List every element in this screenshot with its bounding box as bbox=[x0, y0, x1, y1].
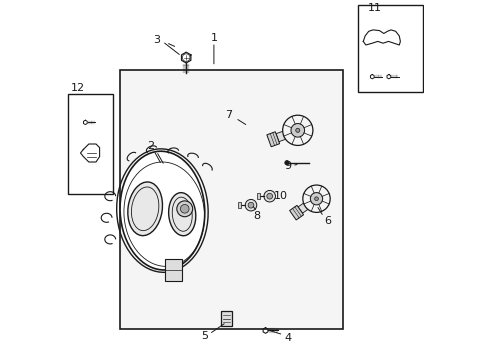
Circle shape bbox=[302, 185, 329, 212]
Text: 10: 10 bbox=[273, 191, 287, 201]
Text: 7: 7 bbox=[224, 110, 231, 120]
Text: 11: 11 bbox=[367, 3, 381, 13]
Bar bbox=[257, 193, 260, 199]
Ellipse shape bbox=[168, 193, 195, 236]
Circle shape bbox=[295, 128, 299, 132]
Circle shape bbox=[314, 197, 318, 201]
Circle shape bbox=[266, 193, 272, 199]
Circle shape bbox=[177, 201, 192, 217]
Polygon shape bbox=[289, 205, 303, 220]
Circle shape bbox=[180, 204, 189, 213]
Bar bbox=[165, 259, 181, 281]
Circle shape bbox=[290, 123, 304, 137]
Text: 5: 5 bbox=[201, 330, 208, 341]
Text: 2: 2 bbox=[147, 141, 154, 151]
Bar bbox=[238, 202, 241, 208]
Bar bbox=[68, 94, 113, 194]
Text: 8: 8 bbox=[253, 211, 260, 221]
Circle shape bbox=[310, 193, 322, 205]
Bar bbox=[221, 311, 231, 326]
Text: 12: 12 bbox=[71, 83, 85, 93]
Text: 4: 4 bbox=[284, 333, 291, 343]
Bar bbox=[357, 5, 422, 92]
Text: 3: 3 bbox=[152, 35, 160, 45]
Circle shape bbox=[247, 202, 253, 208]
Bar bbox=[120, 70, 343, 329]
Circle shape bbox=[264, 190, 275, 202]
Ellipse shape bbox=[127, 182, 162, 236]
Circle shape bbox=[282, 115, 312, 145]
Text: 9: 9 bbox=[284, 161, 291, 171]
Circle shape bbox=[244, 199, 256, 211]
Polygon shape bbox=[266, 132, 279, 147]
Polygon shape bbox=[275, 126, 299, 142]
Circle shape bbox=[284, 161, 288, 165]
Text: 6: 6 bbox=[323, 216, 330, 226]
Ellipse shape bbox=[120, 151, 204, 270]
Text: 1: 1 bbox=[210, 33, 217, 43]
Polygon shape bbox=[298, 195, 318, 213]
